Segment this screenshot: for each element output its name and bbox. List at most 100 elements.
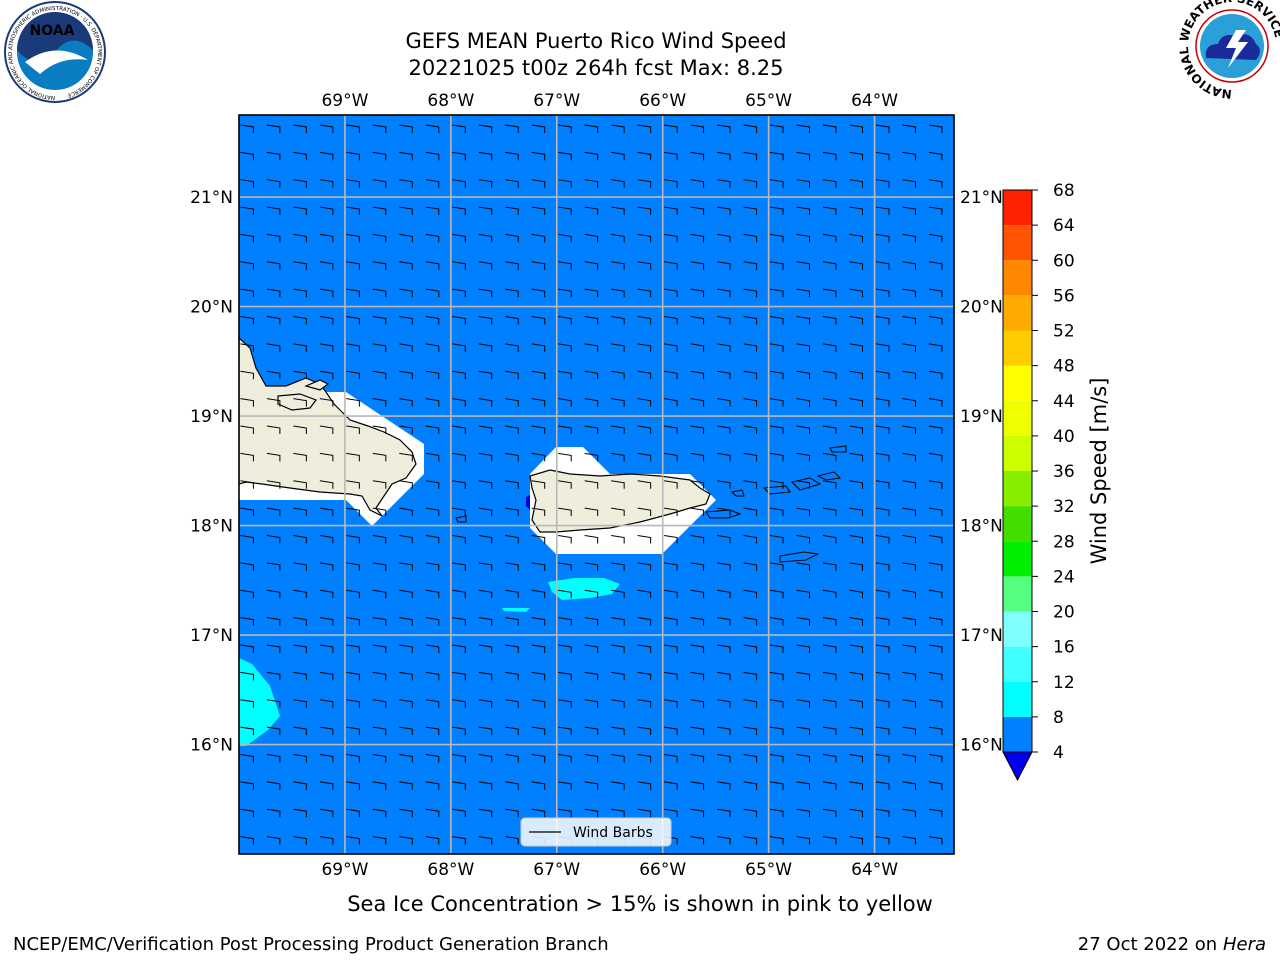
wind-barb [611,753,625,763]
wind-barb [531,370,546,380]
wind-barb [690,808,705,818]
wind-barb [452,370,466,380]
wind-barb [372,288,387,298]
wind-barb [399,589,413,599]
wind-barb [849,589,863,599]
wind-barb [690,480,705,489]
map-frame [238,114,955,855]
wind-barb [664,699,678,708]
colorbar-tick-label: 28 [1053,532,1075,552]
wind-barb [266,781,281,790]
wind-barb [637,425,652,435]
wind-barb [452,398,466,407]
wind-barb [637,480,652,489]
wind-barb [372,480,387,489]
colorbar-cells [1003,190,1032,752]
wind-barb [611,671,625,681]
colorbar-tick-label: 32 [1053,497,1075,517]
noaa-logo-text: NOAA [30,23,75,39]
lon-label-bottom: 68°W [427,860,474,880]
colorbar-tick-label: 8 [1053,708,1064,728]
wind-barb [584,753,599,763]
wind-barb [558,398,572,407]
colorbar-label: Wind Speed [m/s] [1087,378,1111,565]
wind-barb [266,836,281,845]
wind-barb [743,261,758,270]
wind-barb [372,617,387,626]
map-tick-labels: 69°W 69°W 68°W 68°W 67°W 67°W 66°W 66°W 65°W 65°W… [190,91,1003,880]
wind-barb [531,261,546,270]
wind-barb [505,425,519,435]
wind-barb [717,425,731,435]
wind-barb [796,644,811,653]
wind-barb [822,425,837,435]
wind-barb [266,617,281,626]
wind-barb [849,781,863,790]
wind-barb [346,370,360,380]
wind-barb [505,699,519,708]
wind-barb [478,398,493,407]
wind-barb [664,562,678,571]
lon-label-top: 66°W [639,91,686,111]
wind-barb [452,452,466,462]
lon-label-bottom: 65°W [745,860,792,880]
wind-barb [902,507,916,517]
lat-label-left: 19°N [190,407,233,427]
wind-barb [822,644,837,653]
wind-barb [664,425,678,435]
wind-barb [558,316,572,325]
lon-label-top: 64°W [851,91,898,111]
colorbar-tick-label: 12 [1053,673,1075,693]
wind-barb [849,753,863,763]
wind-barb [690,589,705,599]
wind-barb [240,781,254,790]
wind-barb [611,480,625,489]
wind-barb [902,316,916,325]
wind-barb [584,480,599,489]
wind-barb [478,644,493,653]
wind-barb [266,425,281,435]
wind-barb [769,644,784,653]
wind-barb [478,753,493,763]
wind-barb [531,562,546,571]
wind-barb [531,535,546,544]
wind-barb [849,261,863,270]
wind-barb [346,425,360,435]
wind-barb [584,233,599,243]
wind-barb [849,206,863,216]
colorbar-cell [1003,716,1032,752]
wind-barb [505,370,519,380]
wind-barb [584,671,599,681]
wind-barb [717,316,731,325]
colorbar-cell [1003,541,1032,577]
wind-barb [240,589,254,599]
wind-barb [478,480,493,489]
wind-barb [637,535,652,544]
wind-barb [319,179,334,188]
wind-barb [743,671,758,681]
wind-barb [425,781,440,790]
wind-barb [849,343,863,352]
wind-barb [690,699,705,708]
wind-barb [584,699,599,708]
wind-barb [769,535,784,544]
wind-barb [319,589,334,599]
wind-barb [690,452,705,462]
wind-barb [717,343,731,352]
lat-label-right: 18°N [960,517,1003,537]
wind-barb [664,781,678,790]
wind-barb [584,781,599,790]
wind-barb [743,644,758,653]
wind-barb [849,425,863,435]
wind-barb [478,343,493,352]
wind-barb [717,480,731,489]
wind-barb [584,808,599,818]
wind-barb [372,753,387,763]
wind-barb [266,562,281,571]
wind-barb [478,124,493,133]
wind-barb [902,726,916,736]
wind-barb [293,425,307,435]
wind-barb [875,452,890,462]
